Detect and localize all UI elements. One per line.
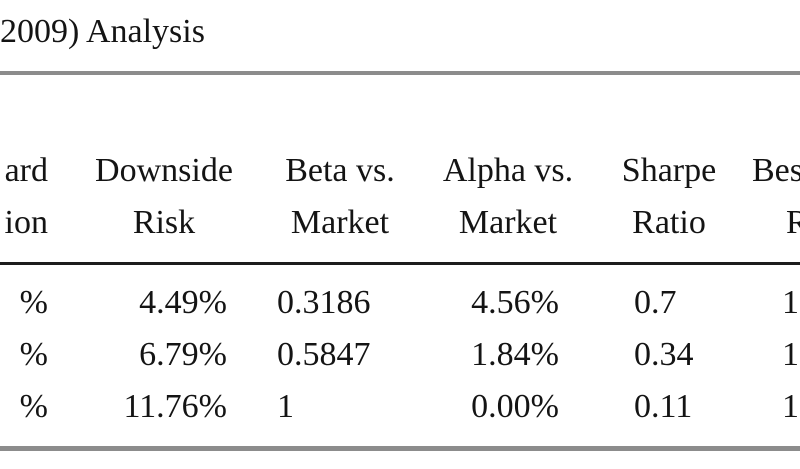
header-sharpe-line2: Ratio: [632, 204, 706, 241]
top-rule: [0, 71, 800, 75]
cell-alpha: 4.56%: [471, 284, 559, 321]
cell-best: 1: [782, 336, 799, 373]
cell-beta: 0.5847: [277, 336, 371, 373]
header-sharpe-line1: Sharpe: [621, 152, 717, 189]
cell-downside: 11.76%: [123, 388, 227, 425]
cell-alpha: 0.00%: [471, 388, 559, 425]
cell-best: 1: [782, 284, 799, 321]
cell-downside: 6.79%: [139, 336, 227, 373]
header-best-line2: R: [786, 204, 800, 241]
table-title: 2009) Analysis: [0, 13, 205, 50]
cell-best: 1: [782, 388, 799, 425]
header-beta-line2: Market: [290, 204, 390, 241]
cell-std: %: [19, 284, 48, 321]
header-downside-line2: Risk: [132, 204, 196, 241]
header-downside-line1: Downside: [95, 152, 233, 189]
header-best-line1: Bes: [752, 152, 800, 189]
header-rule: [0, 262, 800, 265]
header-alpha-line2: Market: [458, 204, 558, 241]
cell-std: %: [19, 388, 48, 425]
cell-sharpe: 0.34: [634, 336, 694, 373]
bottom-rule: [0, 446, 800, 451]
header-std-line2: ion: [4, 204, 48, 241]
cell-downside: 4.49%: [139, 284, 227, 321]
cell-std: %: [19, 336, 48, 373]
cell-sharpe: 0.11: [634, 388, 693, 425]
header-std-line1: ard: [4, 152, 48, 189]
header-beta-line1: Beta vs.: [285, 152, 395, 189]
header-alpha-line1: Alpha vs.: [442, 152, 574, 189]
cell-beta: 0.3186: [277, 284, 371, 321]
cell-sharpe: 0.7: [634, 284, 677, 321]
cell-beta: 1: [277, 388, 294, 425]
cell-alpha: 1.84%: [471, 336, 559, 373]
